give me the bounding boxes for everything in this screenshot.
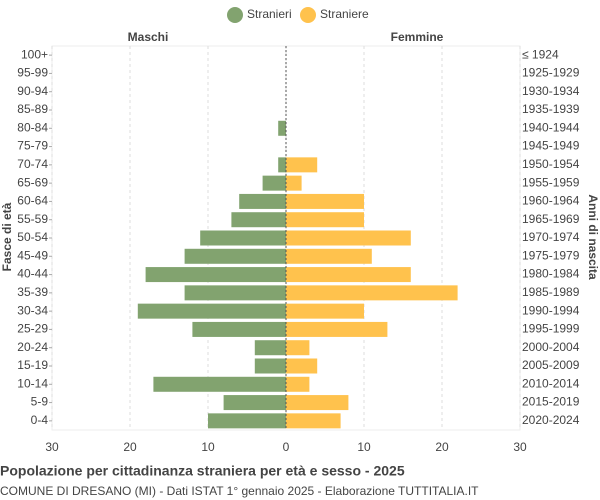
- bar: [145, 267, 286, 283]
- y2-tick-label: 1945-1949: [522, 139, 580, 153]
- bar: [286, 193, 364, 209]
- y-axis-label: Fasce di età: [0, 202, 14, 271]
- y2-tick-label: 1990-1994: [522, 303, 580, 317]
- y2-tick-label: 2000-2004: [522, 340, 580, 354]
- y2-tick-label: 1930-1934: [522, 84, 580, 98]
- y2-tick-label: 1975-1979: [522, 248, 580, 262]
- chart-title: Popolazione per cittadinanza straniera p…: [0, 463, 405, 479]
- bar: [184, 285, 286, 301]
- y-tick-label: 70-74: [17, 157, 48, 171]
- y2-tick-label: 2005-2009: [522, 358, 580, 372]
- y-tick-label: 100+: [21, 47, 48, 61]
- y-tick-label: 40-44: [17, 267, 48, 281]
- y-tick-label: 60-64: [17, 194, 48, 208]
- y2-tick-label: 1970-1974: [522, 230, 580, 244]
- x-tick-label: 10: [201, 440, 215, 454]
- y-tick-label: 45-49: [17, 248, 48, 262]
- x-tick-label: 0: [283, 440, 290, 454]
- y-tick-label: 65-69: [17, 175, 48, 189]
- bar: [286, 267, 411, 283]
- bar: [137, 303, 286, 319]
- legend-label: Straniere: [320, 7, 369, 21]
- bar: [286, 230, 411, 246]
- y2-tick-label: 1995-1999: [522, 322, 580, 336]
- x-tick-label: 10: [357, 440, 371, 454]
- legend-marker: [300, 7, 316, 23]
- bar: [286, 340, 310, 356]
- left-header: Maschi: [128, 30, 169, 44]
- x-tick-label: 20: [435, 440, 449, 454]
- bar: [286, 285, 458, 301]
- y2-tick-label: 1955-1959: [522, 175, 580, 189]
- y2-tick-label: 1950-1954: [522, 157, 580, 171]
- bar: [286, 303, 364, 319]
- bar: [239, 193, 286, 209]
- bar: [262, 175, 286, 191]
- y-tick-label: 80-84: [17, 120, 48, 134]
- y2-tick-label: 1985-1989: [522, 285, 580, 299]
- y-tick-label: 25-29: [17, 322, 48, 336]
- y-tick-label: 30-34: [17, 303, 48, 317]
- bar: [278, 120, 286, 136]
- y-tick-label: 35-39: [17, 285, 48, 299]
- y2-axis-label: Anni di nascita: [586, 194, 600, 280]
- y2-tick-label: 2015-2019: [522, 395, 580, 409]
- bar: [286, 175, 302, 191]
- y-tick-label: 10-14: [17, 376, 48, 390]
- y2-tick-label: ≤ 1924: [522, 47, 559, 61]
- y-tick-label: 95-99: [17, 66, 48, 80]
- chart-subtitle: COMUNE DI DRESANO (MI) - Dati ISTAT 1° g…: [0, 484, 479, 498]
- y2-tick-label: 1935-1939: [522, 102, 580, 116]
- y-tick-label: 55-59: [17, 212, 48, 226]
- bar: [223, 395, 286, 411]
- bar: [231, 212, 286, 228]
- y-tick-label: 20-24: [17, 340, 48, 354]
- bar: [286, 157, 318, 173]
- x-tick-label: 30: [45, 440, 59, 454]
- bar: [254, 358, 286, 374]
- bar: [286, 376, 310, 392]
- bar: [278, 157, 286, 173]
- bar: [286, 248, 372, 264]
- y2-tick-label: 1980-1984: [522, 267, 580, 281]
- right-header: Femmine: [391, 30, 444, 44]
- bar: [286, 413, 341, 429]
- bar: [200, 230, 286, 246]
- y-tick-label: 75-79: [17, 139, 48, 153]
- y2-tick-label: 2020-2024: [522, 413, 580, 427]
- y-tick-label: 15-19: [17, 358, 48, 372]
- y-tick-label: 85-89: [17, 102, 48, 116]
- bar: [208, 413, 286, 429]
- y-tick-label: 90-94: [17, 84, 48, 98]
- bar: [192, 321, 286, 337]
- y2-tick-label: 1960-1964: [522, 194, 580, 208]
- y2-tick-label: 2010-2014: [522, 376, 580, 390]
- legend-label: Stranieri: [247, 7, 292, 21]
- x-tick-label: 30: [513, 440, 527, 454]
- x-tick-label: 20: [123, 440, 137, 454]
- y2-tick-label: 1940-1944: [522, 120, 580, 134]
- bar: [254, 340, 286, 356]
- bar: [184, 248, 286, 264]
- legend-marker: [227, 7, 243, 23]
- y2-tick-label: 1925-1929: [522, 66, 580, 80]
- y-tick-label: 5-9: [31, 395, 49, 409]
- bar: [153, 376, 286, 392]
- bar: [286, 321, 388, 337]
- y-tick-label: 50-54: [17, 230, 48, 244]
- bar: [286, 358, 318, 374]
- bar: [286, 212, 364, 228]
- y2-tick-label: 1965-1969: [522, 212, 580, 226]
- bar: [286, 395, 349, 411]
- y-tick-label: 0-4: [31, 413, 49, 427]
